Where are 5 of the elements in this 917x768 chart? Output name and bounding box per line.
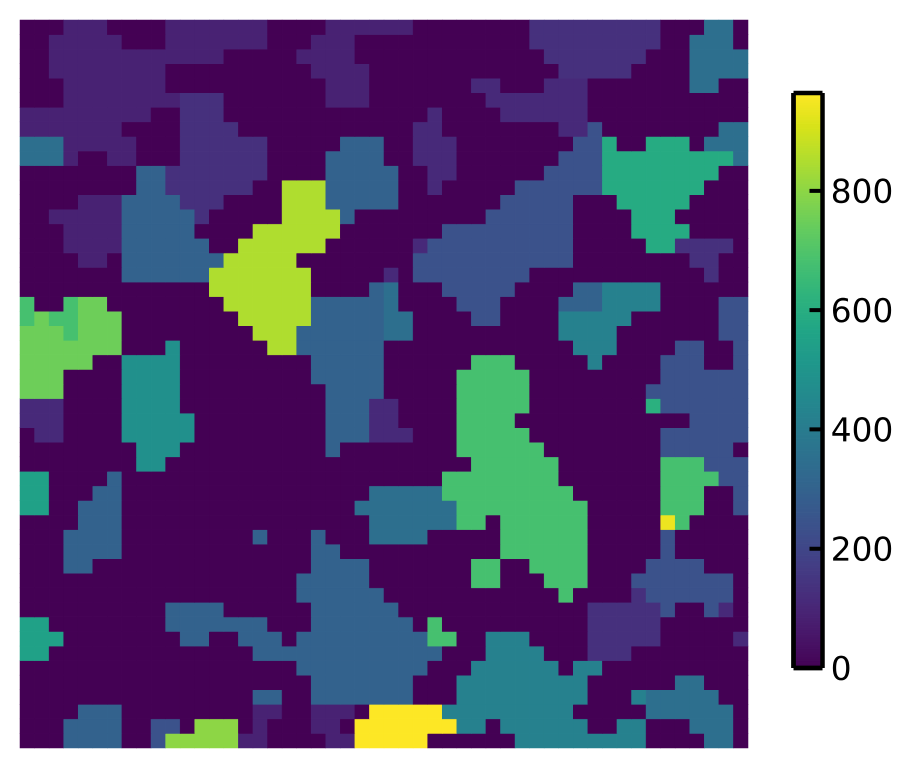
color-bar-label: 600 xyxy=(833,298,892,323)
color-bar-label: 0 xyxy=(832,656,850,680)
color-bar-label: 200 xyxy=(833,536,892,562)
color-bar-label: 400 xyxy=(832,417,892,442)
color-bar-label: 800 xyxy=(832,178,892,204)
